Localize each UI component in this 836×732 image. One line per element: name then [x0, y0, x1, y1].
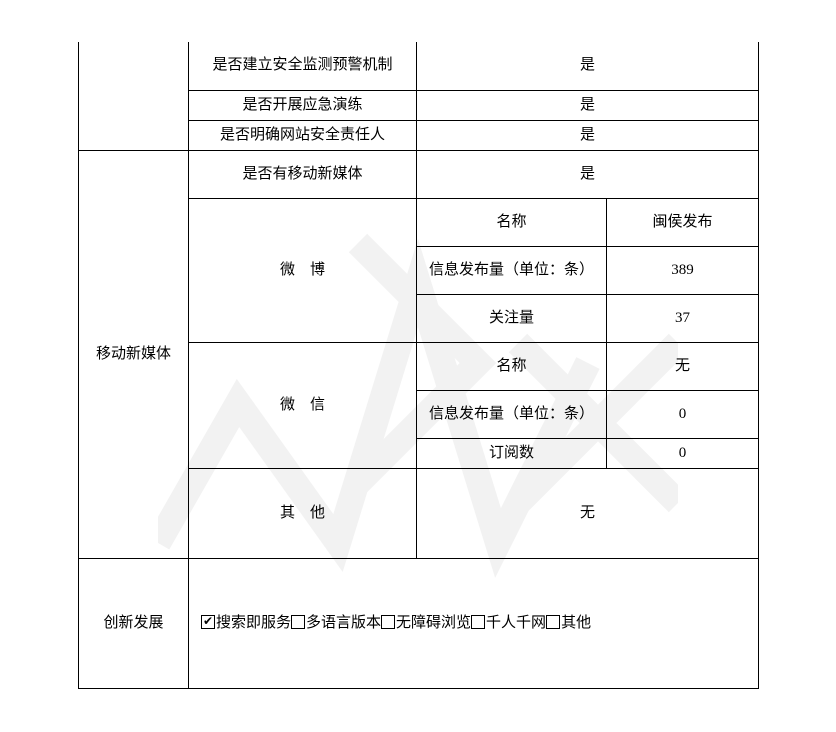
weibo-follow-label: 关注量: [417, 294, 607, 342]
security-row2-value: 是: [417, 90, 759, 120]
wechat-name-value: 无: [607, 342, 759, 390]
security-row3-label: 是否明确网站安全责任人: [189, 120, 417, 150]
weibo-label: 微 博: [189, 198, 417, 342]
checkbox-1: [291, 615, 305, 629]
checkbox-4: [546, 615, 560, 629]
checkbox-label-0: 搜索即服务: [216, 615, 291, 631]
weibo-follow-value: 37: [607, 294, 759, 342]
wechat-name-label: 名称: [417, 342, 607, 390]
mobile-section-label: 移动新媒体: [79, 150, 189, 558]
security-row1-label: 是否建立安全监测预警机制: [189, 42, 417, 90]
weibo-name-label: 名称: [417, 198, 607, 246]
security-row2-label: 是否开展应急演练: [189, 90, 417, 120]
security-row3-value: 是: [417, 120, 759, 150]
checkbox-label-4: 其他: [561, 615, 591, 631]
wechat-sub-label: 订阅数: [417, 438, 607, 468]
weibo-posts-label: 信息发布量（单位：条）: [417, 246, 607, 294]
weibo-name-value: 闽侯发布: [607, 198, 759, 246]
wechat-posts-label: 信息发布量（单位：条）: [417, 390, 607, 438]
checkbox-2: [381, 615, 395, 629]
innovation-label: 创新发展: [79, 558, 189, 688]
other-value: 无: [417, 468, 759, 558]
wechat-sub-value: 0: [607, 438, 759, 468]
checkbox-label-3: 千人千网: [486, 615, 546, 631]
checkbox-3: [471, 615, 485, 629]
security-section-cell: [79, 42, 189, 150]
innovation-options-cell: 搜索即服务多语言版本无障碍浏览千人千网其他: [189, 558, 759, 688]
report-table: 是否建立安全监测预警机制 是 是否开展应急演练 是 是否明确网站安全责任人 是 …: [78, 42, 759, 689]
mobile-has-label: 是否有移动新媒体: [189, 150, 417, 198]
mobile-has-value: 是: [417, 150, 759, 198]
security-row1-value: 是: [417, 42, 759, 90]
weibo-posts-value: 389: [607, 246, 759, 294]
other-label: 其 他: [189, 468, 417, 558]
checkbox-label-1: 多语言版本: [306, 615, 381, 631]
checkbox-0: [201, 615, 215, 629]
wechat-label: 微 信: [189, 342, 417, 468]
checkbox-label-2: 无障碍浏览: [396, 615, 471, 631]
wechat-posts-value: 0: [607, 390, 759, 438]
